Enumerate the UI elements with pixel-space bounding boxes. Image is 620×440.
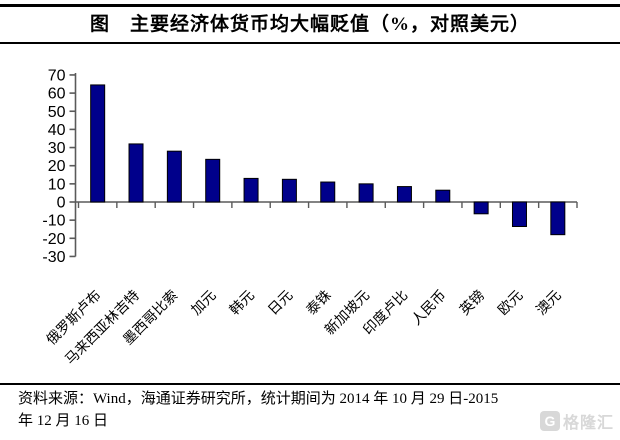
figure-title: 图 主要经济体货币均大幅贬值（%，对照美元） <box>89 14 530 35</box>
y-axis-tick-label: 60 <box>48 86 66 103</box>
bar-chart: 70 60 50 40 30 20 10 0 -10 -20 -30 俄罗斯卢布 马来西亚林吉特 墨西哥比… <box>0 50 620 380</box>
watermark: G 格隆汇 <box>539 409 614 433</box>
bar-俄罗斯卢布 <box>90 84 106 203</box>
y-axis-tick-label: 10 <box>48 176 66 193</box>
watermark-text: 格隆汇 <box>562 415 614 432</box>
gelonghui-logo-icon: G <box>539 411 560 431</box>
y-axis-tick-label: -20 <box>42 231 65 248</box>
x-axis-category-label: 人民币 <box>409 288 450 329</box>
y-axis-tick-label: 40 <box>48 122 66 139</box>
source-note-line-2: 年 12 月 16 日 <box>18 413 109 429</box>
bar-墨西哥比索 <box>166 150 182 203</box>
bar-日元 <box>281 178 297 203</box>
bar-马来西亚林吉特 <box>128 143 144 203</box>
y-axis-tick-label: 50 <box>48 104 66 121</box>
bar-人民币 <box>435 189 451 203</box>
y-axis-tick-label: 0 <box>57 195 66 212</box>
x-axis-category-label: 日元 <box>266 288 296 318</box>
y-axis-tick-label: -10 <box>42 213 65 230</box>
source-note-line-1: 资料来源：Wind，海通证券研究所，统计期间为 2014 年 10 月 29 日… <box>18 391 499 407</box>
bar-加元 <box>205 158 221 203</box>
x-axis-category-label: 韩元 <box>227 288 258 319</box>
x-axis-category-label: 澳元 <box>534 288 565 319</box>
bar-新加坡元 <box>358 183 374 203</box>
y-axis-tick-label: -30 <box>42 249 65 266</box>
x-axis-category-label: 欧元 <box>495 288 526 319</box>
bar-澳元 <box>550 201 566 236</box>
title-divider <box>0 42 620 44</box>
y-axis-tick-label: 20 <box>48 158 66 175</box>
bar-chart-canvas: 706050403020100-10-20-30俄罗斯卢布马来西亚林吉特墨西哥比… <box>42 67 578 368</box>
footer-divider <box>0 383 620 385</box>
bar-印度卢比 <box>396 186 412 203</box>
x-axis-category-label: 泰铢 <box>303 288 334 319</box>
bar-欧元 <box>511 201 527 228</box>
y-axis-tick-label: 70 <box>48 67 66 84</box>
x-axis-category-label: 英镑 <box>456 287 488 319</box>
source-note: 资料来源：Wind，海通证券研究所，统计期间为 2014 年 10 月 29 日… <box>18 388 578 432</box>
bar-韩元 <box>243 177 259 203</box>
top-divider <box>0 4 620 7</box>
x-axis-category-label: 加元 <box>188 288 219 319</box>
y-axis-tick-label: 30 <box>48 140 66 157</box>
bar-英镑 <box>473 201 489 215</box>
bar-泰铢 <box>320 181 336 203</box>
